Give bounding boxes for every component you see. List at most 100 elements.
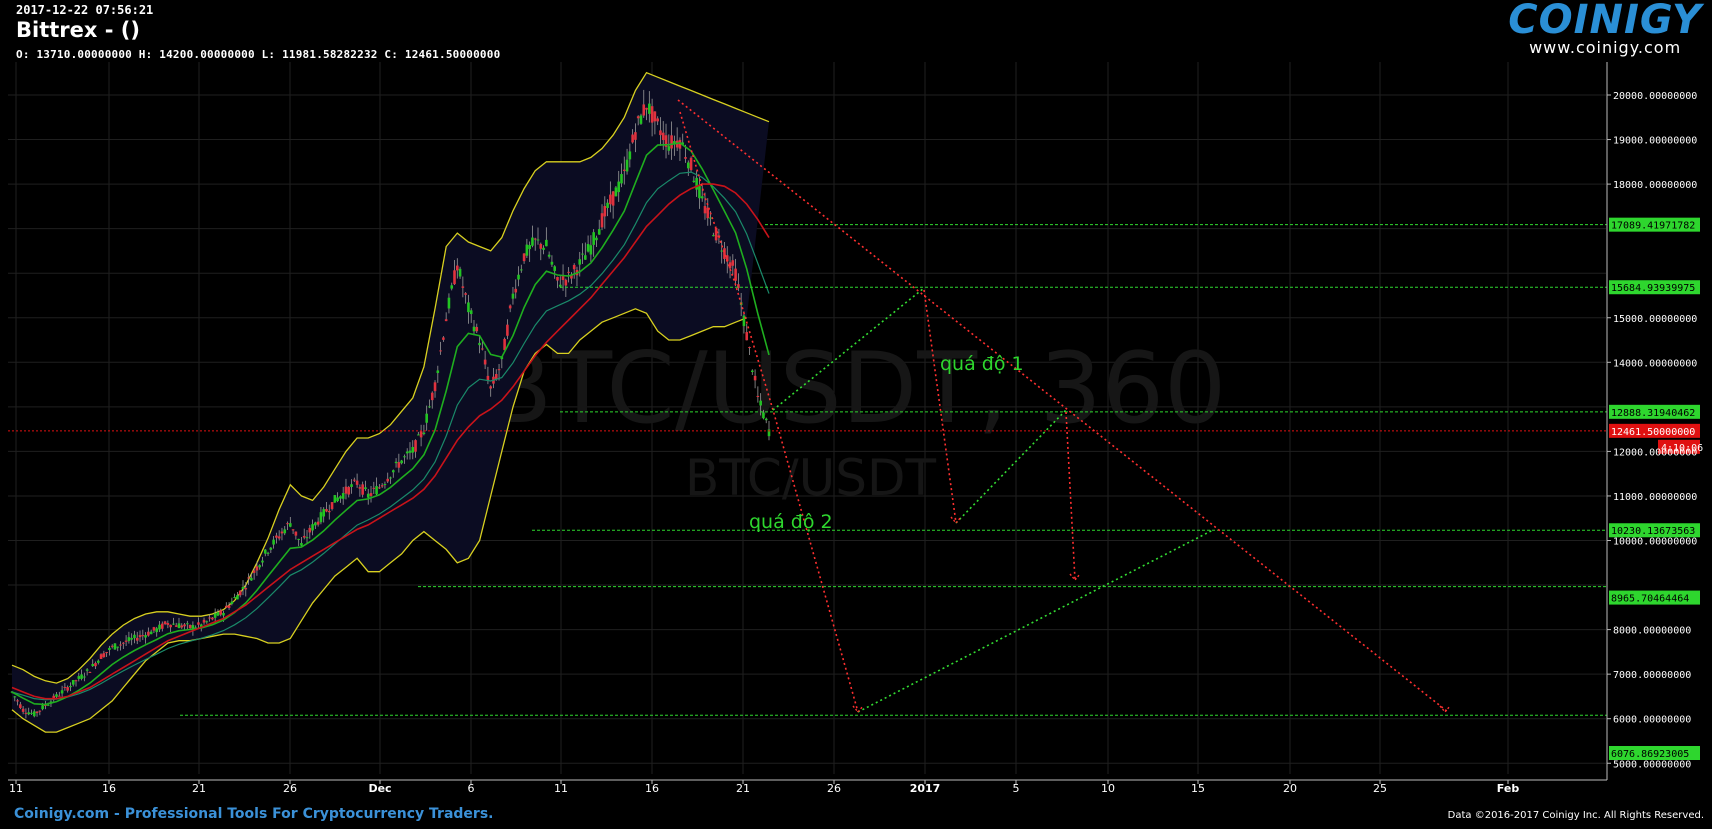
candle-body (606, 202, 609, 208)
logo-wordmark: COINIGY (1508, 0, 1702, 43)
candle-body (366, 493, 370, 498)
candle-body (405, 451, 409, 454)
candle-body (572, 264, 576, 270)
price-level-label: 17089.41971782 (1611, 221, 1695, 232)
candle-body (728, 262, 732, 269)
arrow-head-icon (852, 705, 864, 714)
candle-body (436, 370, 440, 374)
candle-body (325, 509, 328, 512)
x-tick-label: 10 (1101, 782, 1115, 795)
candle-body (472, 326, 476, 332)
x-tick-label: 15 (1191, 782, 1205, 795)
y-tick-label: 12000.00000000 (1613, 447, 1697, 458)
candle-body (397, 462, 401, 468)
candle-body (272, 539, 275, 545)
candle-body (194, 627, 197, 629)
logo-url: www.coinigy.com (1529, 38, 1682, 57)
candle-body (41, 705, 44, 710)
x-tick-label: 11 (9, 782, 23, 795)
candle-body (247, 577, 250, 579)
candle-body (400, 460, 403, 464)
candle-body (767, 429, 771, 437)
candle-body (556, 276, 559, 281)
candle-body (336, 497, 339, 502)
candle-body (211, 617, 214, 620)
candle-body (483, 359, 487, 365)
candle-body (113, 643, 117, 650)
chart-grid (8, 62, 1606, 774)
candle-body (592, 232, 595, 245)
candle-body (375, 486, 378, 495)
coinigy-logo[interactable]: COINIGY www.coinigy.com (1508, 0, 1702, 57)
candle-body (244, 587, 248, 590)
candle-body (227, 605, 231, 608)
candle-body (158, 624, 161, 630)
candle-body (105, 652, 108, 654)
candle-body (723, 248, 726, 259)
candle-body (678, 139, 682, 149)
candle-body (645, 107, 648, 110)
candle-body (283, 529, 287, 534)
candle-body (341, 493, 345, 499)
candle-body (52, 695, 56, 700)
candle-body (589, 245, 593, 255)
candle-body (692, 180, 696, 182)
candle-body (327, 510, 331, 513)
candle-body (149, 631, 153, 635)
candle-body (219, 610, 223, 615)
candle-body (241, 586, 245, 589)
candle-body (700, 196, 704, 199)
candle-body (531, 237, 534, 246)
candle-body (119, 644, 122, 646)
timestamp: 2017-12-22 07:56:21 (16, 3, 154, 17)
candle-body (236, 595, 239, 600)
candle-body (511, 293, 515, 299)
candle-body (99, 654, 103, 659)
candle-body (506, 324, 509, 336)
y-tick-label: 6000.00000000 (1613, 715, 1691, 726)
candle-body (339, 496, 342, 499)
candle-body (46, 704, 50, 706)
candle-body (689, 157, 693, 171)
candle-body (720, 250, 723, 252)
candle-body (653, 111, 657, 122)
candle-body (80, 674, 83, 679)
footer-tagline-link[interactable]: Coinigy.com - Professional Tools For Cry… (14, 806, 494, 822)
candle-body (706, 207, 710, 219)
candle-body (564, 279, 568, 286)
candle-body (553, 266, 557, 271)
candle-body (183, 624, 186, 627)
candle-body (255, 566, 259, 571)
candle-body (172, 623, 175, 625)
candle-body (419, 431, 423, 438)
x-tick-label: 26 (283, 782, 297, 795)
candle-body (661, 132, 665, 141)
candle-body (266, 552, 270, 554)
candle-body (166, 623, 170, 625)
candle-body (703, 206, 707, 214)
candle-body (403, 456, 406, 458)
candle-body (469, 310, 473, 315)
candle-body (280, 531, 284, 534)
x-tick-label: 25 (1373, 782, 1387, 795)
candle-body (745, 332, 749, 341)
candle-body (631, 134, 634, 143)
candle-body (414, 440, 417, 452)
candle-body (522, 253, 526, 262)
price-level-label: 15684.93939975 (1611, 283, 1695, 294)
y-tick-label: 11000.00000000 (1613, 492, 1697, 503)
candle-body (74, 680, 78, 682)
bollinger-fill (12, 72, 769, 733)
candle-body (731, 260, 735, 266)
candle-body (611, 191, 615, 206)
candle-body (503, 338, 506, 351)
candle-body (216, 612, 220, 616)
candle-body (673, 141, 676, 144)
y-tick-label: 14000.00000000 (1613, 358, 1697, 369)
candle-body (742, 315, 746, 327)
candle-body (155, 628, 159, 633)
candle-body (163, 621, 167, 625)
candle-body (567, 271, 570, 273)
